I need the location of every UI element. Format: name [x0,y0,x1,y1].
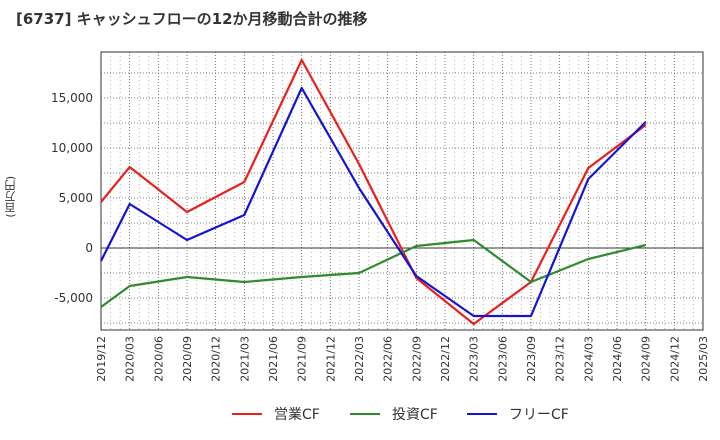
x-tick-label: 2021/09 [296,336,309,382]
x-tick-label: 2023/12 [554,336,567,382]
x-tick-label: 2024/06 [611,336,624,382]
legend-label: 営業CF [274,407,320,423]
x-tick-label: 2020/12 [210,336,223,382]
x-tick-label: 2024/09 [640,336,653,382]
x-tick-label: 2022/06 [382,336,395,382]
chart-legend: 営業CF 投資CF フリーCF [0,404,720,426]
x-tick-label: 2022/09 [410,336,423,382]
x-tick-label: 2020/03 [124,336,137,382]
x-tick-label: 2025/03 [697,336,710,382]
x-tick-label: 2021/06 [267,336,280,382]
x-tick-label: 2024/03 [582,336,595,382]
x-tick-label: 2023/09 [525,336,538,382]
series-line-2 [100,238,646,308]
x-tick-label: 2022/12 [439,336,452,382]
y-tick-label: 15,000 [51,91,93,105]
series-line-3 [100,86,647,318]
legend-item-3: フリーCF [467,404,569,424]
x-tick-label: 2020/06 [152,336,165,382]
x-tick-label: 2019/12 [95,336,108,382]
x-tick-label: 2023/06 [496,336,509,382]
series-line-1 [100,58,647,326]
x-tick-label: 2022/03 [353,336,366,382]
legend-swatch [350,413,380,415]
legend-swatch [232,413,262,415]
y-tick-label: 0 [85,241,93,255]
y-tick-label: 10,000 [51,141,93,155]
legend-label: 投資CF [392,407,438,423]
legend-item-2: 投資CF [350,404,438,424]
legend-item-1: 営業CF [232,404,320,424]
legend-label: フリーCF [509,407,569,423]
y-tick-label: -5,000 [54,291,93,305]
y-tick-label: 5,000 [59,191,93,205]
x-tick-label: 2021/12 [324,336,337,382]
plot-frame [100,51,704,331]
x-tick-label: 2024/12 [668,336,681,382]
x-tick-label: 2021/03 [238,336,251,382]
x-tick-label: 2020/09 [181,336,194,382]
x-tick-label: 2023/03 [468,336,481,382]
legend-swatch [467,413,497,415]
chart-title: [6737] キャッシュフローの12か月移動合計の推移 [16,10,368,28]
